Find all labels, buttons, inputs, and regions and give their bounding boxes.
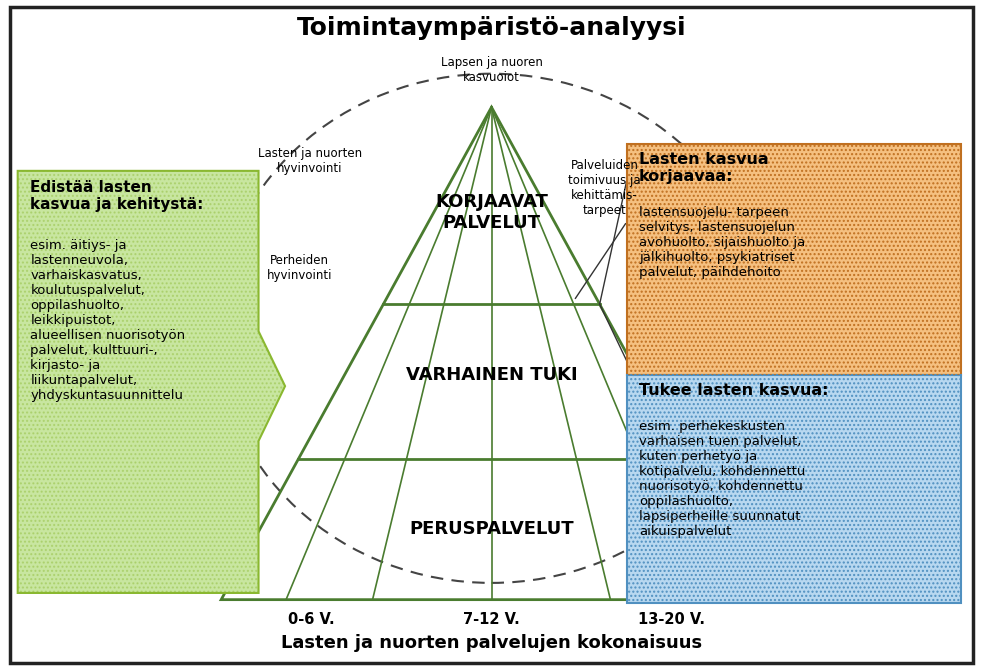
Text: 0-6 V.: 0-6 V. [288, 612, 334, 626]
Text: Edistää lasten
kasvua ja kehitystä:: Edistää lasten kasvua ja kehitystä: [30, 180, 203, 212]
Text: KORJAAVAT
PALVELUT: KORJAAVAT PALVELUT [435, 193, 548, 232]
Text: Palveluiden
toimivuus ja
kehittämis-
tarpeet: Palveluiden toimivuus ja kehittämis- tar… [568, 159, 641, 216]
Polygon shape [18, 171, 285, 593]
Text: 13-20 V.: 13-20 V. [638, 612, 705, 626]
FancyBboxPatch shape [627, 375, 961, 603]
Text: Lasten ja nuorten
hyvinvointi: Lasten ja nuorten hyvinvointi [258, 147, 362, 175]
Text: lastensuojelu- tarpeen
selvitys, lastensuojelun
avohuolto, sijaishuolto ja
jälki: lastensuojelu- tarpeen selvitys, lastens… [639, 206, 805, 279]
FancyBboxPatch shape [10, 7, 973, 663]
Text: esim. äitiys- ja
lastenneuvola,
varhaiskasvatus,
koulutuspalvelut,
oppilashuolto: esim. äitiys- ja lastenneuvola, varhaisk… [30, 239, 186, 401]
Text: Lapsen ja nuoren
kasvuoiot: Lapsen ja nuoren kasvuoiot [440, 56, 543, 84]
Text: Toimintaympäristö-analyysi: Toimintaympäristö-analyysi [297, 16, 686, 40]
Text: PERUSPALVELUT: PERUSPALVELUT [409, 521, 574, 539]
Text: esim. perhekeskusten
varhaisen tuen palvelut,
kuten perhetyö ja
kotipalvelu, koh: esim. perhekeskusten varhaisen tuen palv… [639, 420, 805, 538]
Text: Tukee lasten kasvua:: Tukee lasten kasvua: [639, 383, 829, 398]
Text: Perheiden
hyvinvointi: Perheiden hyvinvointi [267, 254, 332, 282]
Text: Lasten kasvua
korjaavaa:: Lasten kasvua korjaavaa: [639, 152, 769, 184]
Text: VARHAINEN TUKI: VARHAINEN TUKI [406, 366, 577, 384]
Text: Lasten ja nuorten palvelujen kokonaisuus: Lasten ja nuorten palvelujen kokonaisuus [281, 634, 702, 652]
Text: 7-12 V.: 7-12 V. [463, 612, 520, 626]
FancyBboxPatch shape [627, 144, 961, 375]
